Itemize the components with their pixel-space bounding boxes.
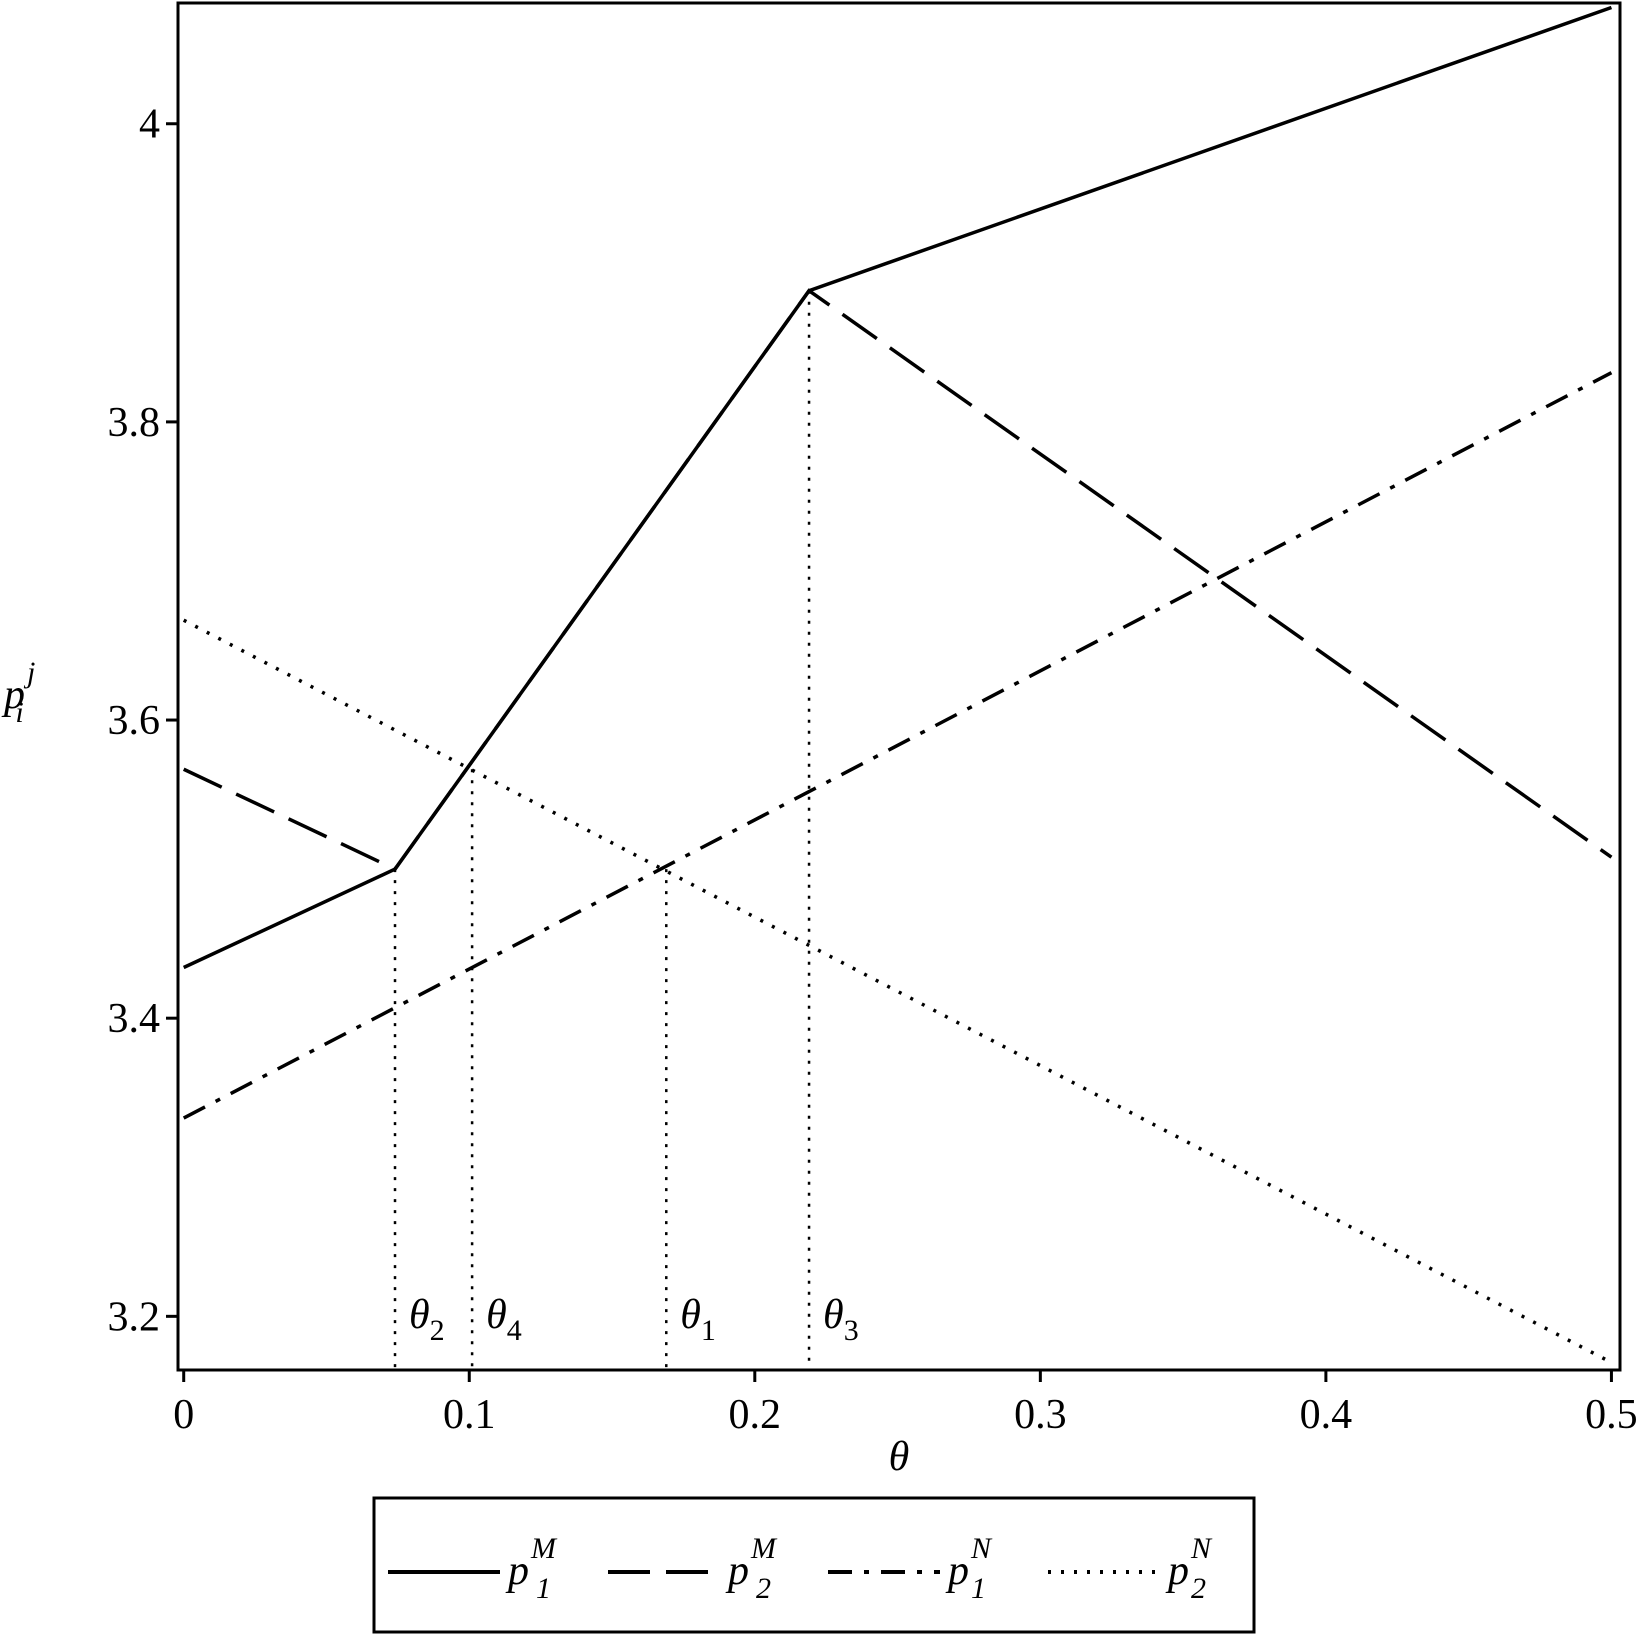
x-tick-label: 0	[173, 1392, 194, 1438]
y-axis-label-sup: j	[23, 656, 35, 689]
legend-label-sup: M	[530, 1532, 558, 1565]
threshold-label-base: θ	[680, 1292, 701, 1338]
x-axis-label: θ	[889, 1434, 910, 1480]
x-tick-label: 0.5	[1585, 1392, 1638, 1438]
threshold-label-base: θ	[486, 1292, 507, 1338]
y-axis-label-sub: i	[15, 696, 23, 729]
threshold-label-sub: 3	[844, 1314, 859, 1347]
legend-label-base: p	[725, 1548, 749, 1594]
series-line	[182, 371, 1613, 1120]
legend-label-sub: 1	[536, 1572, 551, 1605]
y-tick-label: 3.8	[108, 400, 161, 446]
x-tick-label: 0.1	[443, 1392, 496, 1438]
threshold-label-base: θ	[409, 1292, 430, 1338]
threshold-label-sub: 2	[430, 1314, 445, 1347]
threshold-label-base: θ	[823, 1292, 844, 1338]
threshold-label: θ2	[409, 1292, 445, 1347]
legend-box	[372, 1496, 1256, 1634]
threshold-label: θ3	[823, 1292, 859, 1347]
legend-label: pM 2	[725, 1532, 778, 1605]
legend-label-sub: 1	[971, 1572, 986, 1605]
series-line	[182, 5, 1613, 970]
x-tick-label: 0.3	[1014, 1392, 1067, 1438]
legend-label-sup: N	[970, 1532, 993, 1565]
threshold-label-sub: 4	[507, 1314, 522, 1347]
legend-label-base: p	[1165, 1548, 1189, 1594]
threshold-label: θ1	[680, 1292, 716, 1347]
legend-label-base: p	[945, 1548, 969, 1594]
y-axis-label: pj i	[1, 656, 35, 729]
legend-label-sub: 2	[756, 1572, 771, 1605]
legend-label-sup: N	[1190, 1532, 1213, 1565]
x-tick-label: 0.4	[1300, 1392, 1353, 1438]
legend-label-sub: 2	[1191, 1572, 1206, 1605]
legend-label: pM 1	[505, 1532, 558, 1605]
threshold-label-sub: 1	[701, 1314, 716, 1347]
y-tick-label: 3.2	[108, 1294, 161, 1340]
y-tick-label: 4	[139, 102, 160, 148]
legend-label: pN 1	[945, 1532, 993, 1605]
y-tick-label: 3.6	[108, 698, 161, 744]
series-line	[182, 618, 1613, 1365]
y-tick-label: 3.4	[108, 996, 161, 1042]
legend-label: pN 2	[1165, 1532, 1213, 1605]
legend-label-sup: M	[750, 1532, 778, 1565]
legend-label-base: p	[505, 1548, 529, 1594]
y-axis-label-base: p	[1, 672, 25, 718]
threshold-label: θ4	[486, 1292, 522, 1347]
series-line	[182, 288, 1613, 872]
x-tick-label: 0.2	[729, 1392, 782, 1438]
plot-frame	[176, 1, 1622, 1372]
